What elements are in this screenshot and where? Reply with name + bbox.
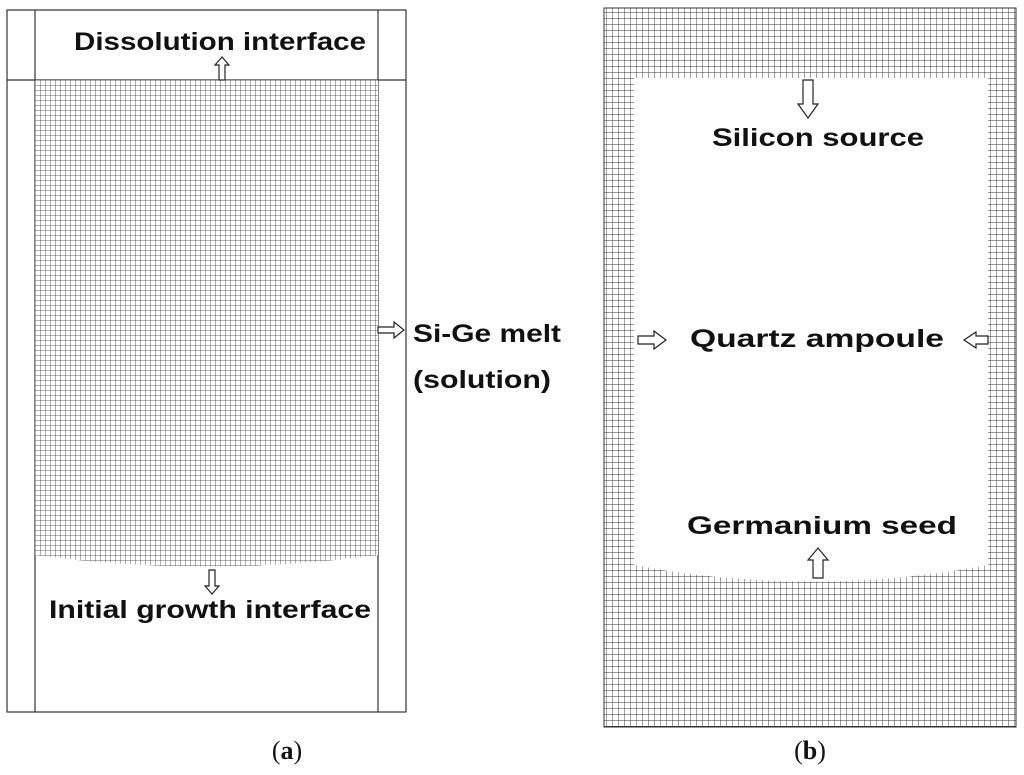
caption-letter: a [281,736,294,765]
arrow [637,329,667,351]
caption-paren: ( [794,736,803,765]
panel-b: Silicon source Quartz ampoule Germanium … [603,7,1017,765]
ampoule-interior [634,78,988,582]
label: (solution) [413,366,551,394]
arrow [203,569,221,595]
caption: (a) [272,736,302,765]
panel-a: Dissolution interface Initial growth int… [6,9,562,765]
label: Germanium seed [687,512,957,540]
arrow [796,79,820,120]
label: Quartz ampoule [690,325,944,353]
arrow [806,547,830,579]
caption: (b) [794,736,826,765]
label: Initial growth interface [49,596,371,624]
label: Si-Ge melt [413,320,562,348]
caption-letter: b [803,736,817,765]
label: Dissolution interface [74,28,366,56]
arrow [213,56,231,81]
label: Silicon source [712,124,924,152]
arrow [962,330,989,350]
caption-paren: ) [817,736,826,765]
caption-paren: ( [272,736,281,765]
arrow [377,320,405,340]
mesh [35,80,378,567]
caption-paren: ) [294,736,303,765]
